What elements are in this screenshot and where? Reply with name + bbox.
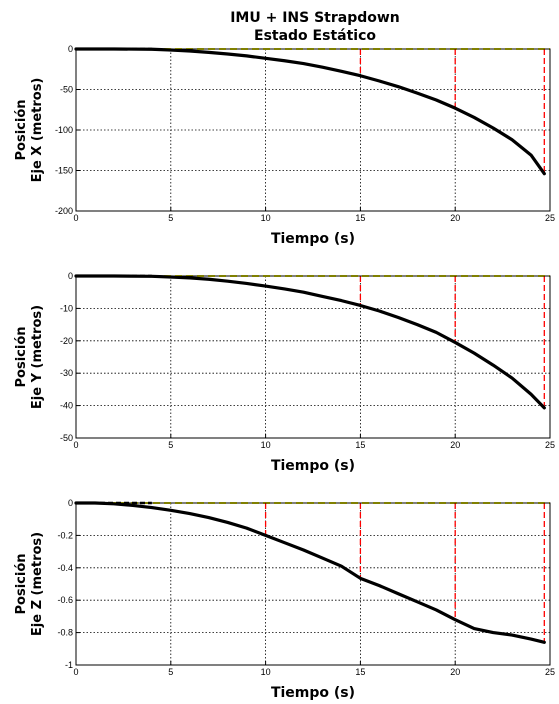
y-tick-label: -100 [55, 125, 73, 135]
position-series-line [74, 47, 546, 176]
position-series-line [74, 501, 546, 644]
y-tick-label: -0.2 [57, 530, 73, 540]
y-tick-label: -10 [60, 303, 73, 313]
axes-frame [75, 275, 551, 439]
y-axis-label-line2: Eje Z (metros) [30, 532, 45, 636]
x-tick-label: 5 [168, 213, 173, 223]
figure-title-line2: Estado Estático [254, 28, 376, 44]
x-tick-label: 5 [168, 440, 173, 450]
y-tick-label: -50 [60, 85, 73, 95]
x-tick-label: 25 [545, 440, 555, 450]
x-tick-label: 0 [73, 213, 78, 223]
y-tick-label: -150 [55, 166, 73, 176]
x-tick-label: 20 [450, 667, 460, 677]
y-tick-label: -1 [65, 660, 73, 670]
y-tick-label: -50 [60, 433, 73, 443]
y-tick-label: -40 [60, 401, 73, 411]
y-tick-label: -0.8 [57, 628, 73, 638]
x-tick-label: 10 [261, 667, 271, 677]
x-tick-label: 15 [355, 440, 365, 450]
y-tick-label: -0.4 [57, 563, 73, 573]
y-tick-label: -30 [60, 368, 73, 378]
position-series-line [74, 274, 546, 410]
x-axis-label: Tiempo (s) [271, 685, 355, 701]
y-axis-label-line2: Eje X (metros) [30, 78, 45, 183]
plot-area [76, 49, 550, 211]
y-tick-label: 0 [68, 44, 73, 54]
y-tick-label: 0 [68, 498, 73, 508]
x-tick-label: 0 [73, 667, 78, 677]
plot-area [76, 276, 550, 438]
x-tick-label: 0 [73, 440, 78, 450]
subplot-1: 0 5 10 15 20 25 0 -50 -100 -150 -200 Tiempo (s) Posi… [14, 44, 555, 247]
axes-frame [75, 502, 551, 666]
y-axis-label-line1: Posición [14, 553, 29, 614]
y-axis-label-line1: Posición [14, 326, 29, 387]
subplot-3: 0 5 10 15 20 25 0 -0.2 -0.4 -0.6 -0.8 -1 Tiempo (s) P… [14, 498, 555, 701]
y-tick-label: 0 [68, 271, 73, 281]
subplot-2: 0 5 10 15 20 25 0 -10 -20 -30 -40 -50 Tiempo (s) Posi… [14, 271, 555, 474]
x-tick-label: 10 [261, 213, 271, 223]
y-tick-label: -20 [60, 336, 73, 346]
x-tick-label: 15 [355, 213, 365, 223]
x-tick-label: 5 [168, 667, 173, 677]
figure-title-line1: IMU + INS Strapdown [230, 10, 400, 26]
plot-area [76, 503, 550, 665]
x-axis-label: Tiempo (s) [271, 458, 355, 474]
x-axis-label: Tiempo (s) [271, 231, 355, 247]
x-tick-label: 10 [261, 440, 271, 450]
x-tick-label: 25 [545, 667, 555, 677]
x-tick-label: 20 [450, 213, 460, 223]
y-axis-label-line2: Eje Y (metros) [30, 305, 45, 409]
x-tick-label: 25 [545, 213, 555, 223]
x-tick-label: 20 [450, 440, 460, 450]
x-tick-label: 15 [355, 667, 365, 677]
y-tick-label: -200 [55, 206, 73, 216]
y-axis-label-line1: Posición [14, 99, 29, 160]
y-tick-label: -0.6 [57, 595, 73, 605]
